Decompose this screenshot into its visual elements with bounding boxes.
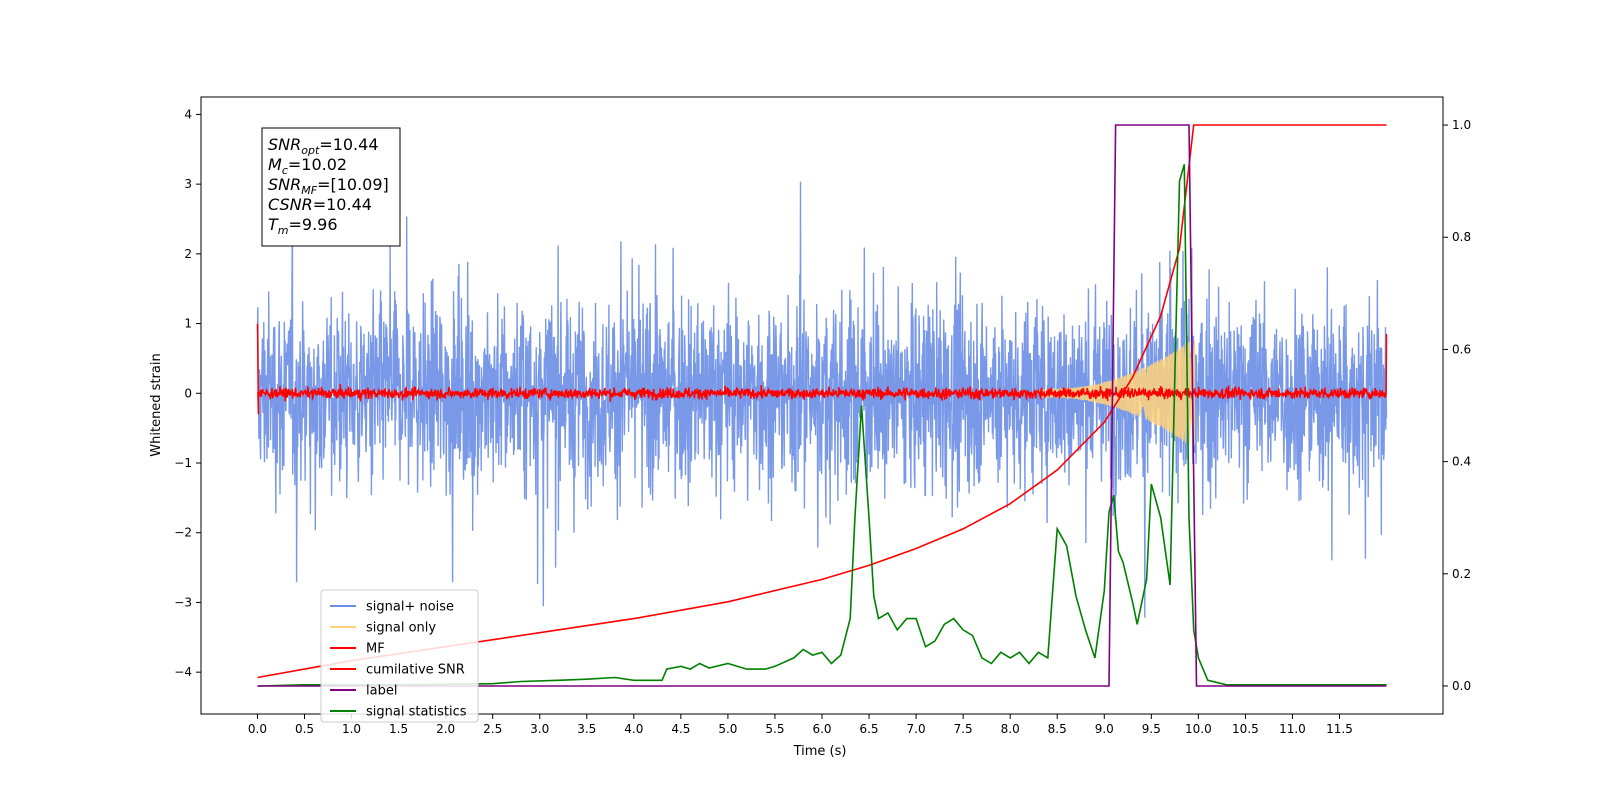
x-tick-label: 3.0 [530, 722, 549, 736]
x-tick-label: 2.0 [436, 722, 455, 736]
x-tick-label: 1.5 [389, 722, 408, 736]
y-tick-label: −4 [174, 665, 192, 679]
legend-label: cumilative SNR [366, 663, 465, 678]
x-tick-label: 6.5 [859, 722, 878, 736]
x-tick-label: 2.5 [483, 722, 502, 736]
annotation-line: Tm=9.96 [268, 215, 338, 237]
y-tick-label: 1 [184, 317, 192, 331]
series-signal-noise [256, 181, 1388, 618]
x-tick-label: 11.5 [1326, 722, 1353, 736]
x-tick-label: 10.5 [1232, 722, 1259, 736]
x-tick-label: 4.0 [624, 722, 643, 736]
x-tick-label: 3.5 [577, 722, 596, 736]
x-tick-label: 7.0 [907, 722, 926, 736]
y-tick-label: 4 [184, 107, 192, 121]
x-tick-label: 1.0 [342, 722, 361, 736]
legend-label: label [366, 684, 397, 699]
legend-label: MF [366, 642, 385, 657]
y-axis-left: 4 3 2 1 0 −1 −2 −3 −4 [174, 107, 201, 679]
annotation-line: SNRopt=10.44 [268, 135, 379, 157]
y2-tick-label: 0.4 [1452, 455, 1471, 469]
annotation-line: SNRMF=[10.09] [268, 175, 389, 197]
x-tick-label: 11.0 [1279, 722, 1306, 736]
y2-tick-label: 0.6 [1452, 342, 1471, 356]
annotation-line: Mc=10.02 [268, 155, 347, 177]
series-label [257, 124, 1387, 687]
annotation-box: SNRopt=10.44Mc=10.02SNRMF=[10.09]CSNR=10… [261, 127, 401, 247]
x-tick-label: 0.5 [295, 722, 314, 736]
y-tick-label: −3 [174, 595, 192, 609]
y-tick-label: 2 [184, 247, 192, 261]
y2-tick-label: 0.2 [1452, 567, 1471, 581]
x-tick-label: 4.5 [671, 722, 690, 736]
x-tick-label: 5.5 [765, 722, 784, 736]
series-signal-statistics [257, 164, 1387, 687]
y2-tick-label: 0.8 [1452, 230, 1471, 244]
x-tick-label: 8.5 [1048, 722, 1067, 736]
legend: signal+ noise signal only MF cumilative SNR… [320, 589, 479, 723]
x-tick-label: 10.0 [1185, 722, 1212, 736]
y-axis-label: Whitened strain [149, 353, 164, 456]
x-tick-label: 9.0 [1095, 722, 1114, 736]
x-tick-label: 7.5 [954, 722, 973, 736]
x-tick-label: 6.0 [812, 722, 831, 736]
x-axis: 0.0 0.5 1.0 1.5 2.0 2.5 3.0 3.5 4.0 4.5 5.0 5.5 6.0 6… [248, 714, 1353, 736]
x-axis-label: Time (s) [793, 744, 847, 759]
y-tick-label: −2 [174, 526, 192, 540]
legend-label: signal only [366, 621, 436, 636]
y2-tick-label: 1.0 [1452, 118, 1471, 132]
series-mf [256, 323, 1388, 415]
legend-label: signal statistics [366, 705, 467, 720]
y-tick-label: −1 [174, 456, 192, 470]
y-axis-right: 1.0 0.8 0.6 0.4 0.2 0.0 [1443, 118, 1471, 693]
x-tick-label: 0.0 [248, 722, 267, 736]
x-tick-label: 8.0 [1001, 722, 1020, 736]
y2-tick-label: 0.0 [1452, 679, 1471, 693]
legend-label: signal+ noise [366, 600, 454, 615]
annotation-line: CSNR=10.44 [268, 195, 372, 214]
y-tick-label: 3 [184, 177, 192, 191]
y-tick-label: 0 [184, 386, 192, 400]
x-tick-label: 9.5 [1142, 722, 1161, 736]
x-tick-label: 5.0 [718, 722, 737, 736]
